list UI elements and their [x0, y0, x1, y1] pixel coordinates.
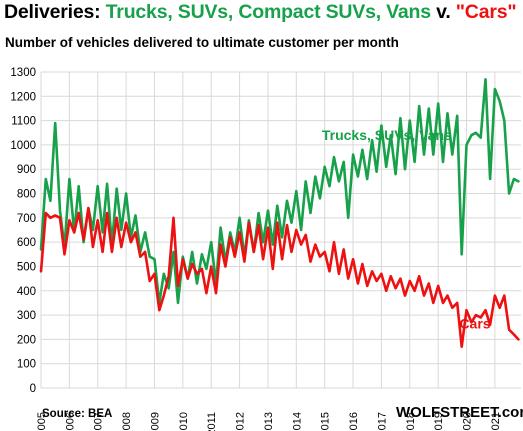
y-tick-label: 1200 — [10, 91, 36, 103]
y-tick-label: 500 — [17, 261, 36, 273]
title-versus: v. — [436, 1, 451, 23]
y-tick-label: 1100 — [11, 116, 36, 128]
y-tick-label: 1300 — [10, 67, 36, 79]
x-axis-ticks: 2005 2006 2007 2008 2009 2010 2011 2012 2013 2014… — [36, 412, 502, 431]
x-tick-label: 2006 — [64, 412, 76, 431]
y-axis-ticks: 0 100 200 300 400 500 600 700 800 900 1000 1100 1200… — [10, 67, 36, 395]
x-tick-label: 2021 — [490, 412, 502, 431]
y-tick-label: 300 — [17, 310, 36, 322]
series-label-trucks: Trucks, SUVs, Vans — [322, 127, 452, 143]
x-tick-label: 2019 — [433, 412, 445, 431]
series-labels: Trucks, SUVs, Vans Cars — [322, 127, 491, 331]
series-line-trucks — [39, 78, 520, 305]
x-tick-label: 2011 — [206, 412, 218, 431]
title-prefix: Deliveries: — [4, 1, 101, 23]
x-tick-label: 2010 — [178, 412, 190, 431]
y-tick-label: 700 — [17, 213, 36, 225]
y-tick-label: 800 — [17, 189, 36, 201]
brand-logo: WOLFSTREET.com — [396, 404, 523, 421]
y-tick-label: 900 — [17, 164, 36, 176]
x-tick-label: 2005 — [36, 412, 48, 431]
x-tick-label: 2014 — [291, 412, 303, 431]
x-tick-label: 2013 — [263, 412, 275, 431]
x-tick-label: 2015 — [320, 412, 332, 431]
x-tick-label: 2017 — [376, 412, 388, 431]
source-note: Source: BEA — [42, 408, 113, 420]
chart-title: Deliveries: Trucks, SUVs, Compact SUVs, … — [4, 1, 517, 24]
title-trucks: Trucks, SUVs, Compact SUVs, Vans — [105, 1, 431, 23]
y-tick-label: 600 — [17, 237, 36, 249]
y-tick-label: 100 — [17, 359, 36, 371]
gridlines — [40, 71, 521, 389]
y-tick-label: 400 — [17, 286, 36, 298]
y-tick-label: 1000 — [10, 140, 36, 152]
chart-subtitle: Number of vehicles delivered to ultimate… — [5, 35, 399, 50]
y-tick-label: 0 — [30, 383, 36, 395]
title-cars: "Cars" — [455, 1, 517, 23]
series-lines — [39, 78, 520, 349]
x-tick-label: 2009 — [149, 412, 161, 431]
x-tick-label: 2012 — [235, 412, 247, 431]
series-label-cars: Cars — [459, 315, 490, 331]
x-tick-label: 2016 — [348, 412, 360, 431]
y-tick-label: 200 — [17, 334, 36, 346]
x-tick-label: 2007 — [93, 412, 105, 431]
x-tick-label: 2020 — [462, 412, 474, 431]
x-tick-label: 2008 — [121, 412, 133, 431]
x-tick-label: 2018 — [405, 412, 417, 431]
series-line-cars — [39, 206, 520, 349]
